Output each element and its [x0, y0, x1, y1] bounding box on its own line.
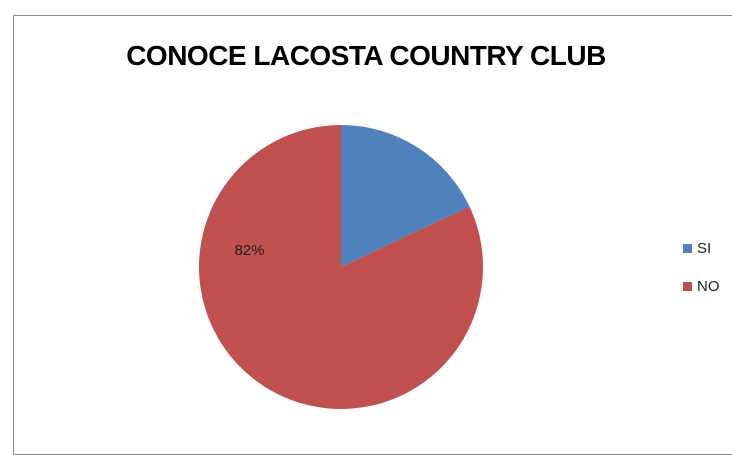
- legend-swatch-si: [683, 243, 692, 253]
- legend-label-no: NO: [697, 277, 720, 295]
- legend-item-si: SI: [683, 238, 720, 258]
- chart-title: CONOCE LACOSTA COUNTRY CLUB: [126, 40, 606, 71]
- data-label-no: 82%: [234, 242, 264, 259]
- legend: SI NO: [683, 238, 720, 314]
- pie-slice-no: [199, 125, 483, 409]
- legend-swatch-no: [683, 281, 692, 291]
- legend-label-si: SI: [697, 239, 712, 257]
- pie-slice-si: [341, 125, 470, 267]
- legend-item-no: NO: [683, 276, 720, 296]
